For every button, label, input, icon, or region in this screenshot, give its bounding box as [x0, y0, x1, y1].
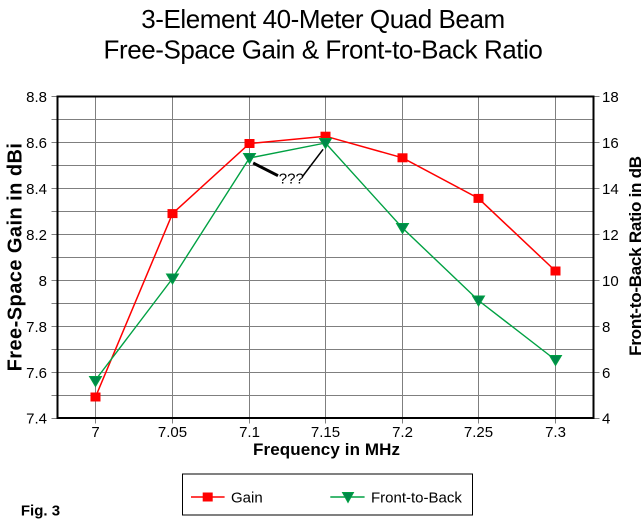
svg-text:10: 10	[602, 273, 619, 290]
svg-text:8: 8	[602, 319, 610, 336]
svg-text:7.2: 7.2	[392, 424, 413, 441]
svg-text:7.1: 7.1	[239, 424, 260, 441]
svg-text:7.15: 7.15	[311, 424, 340, 441]
svg-text:Frequency in MHz: Frequency in MHz	[253, 440, 400, 459]
svg-text:8.2: 8.2	[26, 227, 47, 244]
svg-text:16: 16	[602, 135, 619, 152]
svg-text:Fig. 3: Fig. 3	[21, 503, 60, 520]
svg-text:Front-to-Back: Front-to-Back	[371, 490, 462, 507]
svg-text:7.05: 7.05	[158, 424, 187, 441]
svg-text:4: 4	[602, 411, 610, 428]
svg-text:7.3: 7.3	[545, 424, 566, 441]
svg-text:???: ???	[279, 170, 304, 187]
svg-text:18: 18	[602, 89, 619, 106]
svg-text:12: 12	[602, 227, 619, 244]
svg-text:7.4: 7.4	[26, 411, 47, 428]
svg-text:8.6: 8.6	[26, 135, 47, 152]
svg-text:8.4: 8.4	[26, 181, 47, 198]
svg-text:Free-Space Gain in dBi: Free-Space Gain in dBi	[5, 143, 27, 372]
svg-text:Gain: Gain	[231, 490, 263, 507]
svg-text:7: 7	[91, 424, 99, 441]
svg-text:14: 14	[602, 181, 619, 198]
svg-text:7.25: 7.25	[464, 424, 493, 441]
svg-text:8.8: 8.8	[26, 89, 47, 106]
svg-text:8: 8	[39, 273, 47, 290]
svg-text:7.6: 7.6	[26, 365, 47, 382]
svg-text:3-Element 40-Meter Quad Beam: 3-Element 40-Meter Quad Beam	[141, 4, 504, 34]
svg-text:7.8: 7.8	[26, 319, 47, 336]
svg-text:Free-Space Gain & Front-to-Bac: Free-Space Gain & Front-to-Back Ratio	[104, 35, 543, 65]
svg-text:6: 6	[602, 365, 610, 382]
svg-text:Front-to-Back Ratio in dB: Front-to-Back Ratio in dB	[626, 156, 644, 356]
